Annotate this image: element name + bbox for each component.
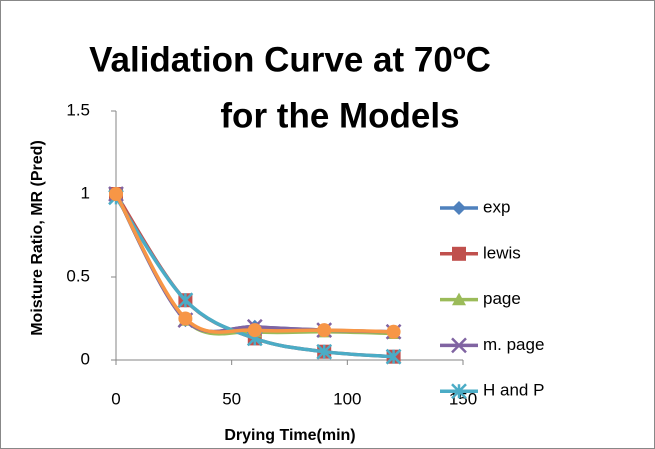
series [109, 187, 401, 339]
marker [178, 311, 193, 326]
marker [452, 201, 466, 215]
marker [177, 292, 194, 309]
x-tick-label: 100 [333, 389, 361, 408]
legend-label: exp [483, 197, 510, 216]
chart-title: for the Models [220, 96, 459, 135]
legend-label: page [483, 289, 521, 308]
x-tick-label: 50 [222, 389, 241, 408]
legend-label: lewis [483, 243, 521, 262]
marker [451, 337, 467, 354]
x-axis-label: Drying Time(min) [224, 427, 355, 444]
legend-label: m. page [483, 335, 544, 354]
y-tick-label: 1 [81, 183, 90, 202]
legend-label: H and P [483, 381, 544, 400]
y-tick-label: 1.5 [66, 100, 90, 119]
marker [451, 383, 467, 400]
y-tick-label: 0 [81, 349, 90, 368]
series-line [114, 193, 394, 334]
marker [247, 323, 262, 338]
marker [316, 343, 333, 360]
marker [452, 246, 466, 261]
x-tick-label: 0 [111, 389, 120, 408]
y-tick-label: 0.5 [66, 266, 90, 285]
marker [109, 187, 123, 201]
marker [317, 323, 332, 338]
marker [386, 324, 401, 339]
marker [452, 292, 466, 306]
chart-title: Validation Curve at 70ºC [89, 40, 491, 79]
series-line [114, 196, 394, 359]
y-axis-label: Moisture Ratio, MR (Pred) [29, 140, 46, 336]
marker [385, 348, 402, 365]
